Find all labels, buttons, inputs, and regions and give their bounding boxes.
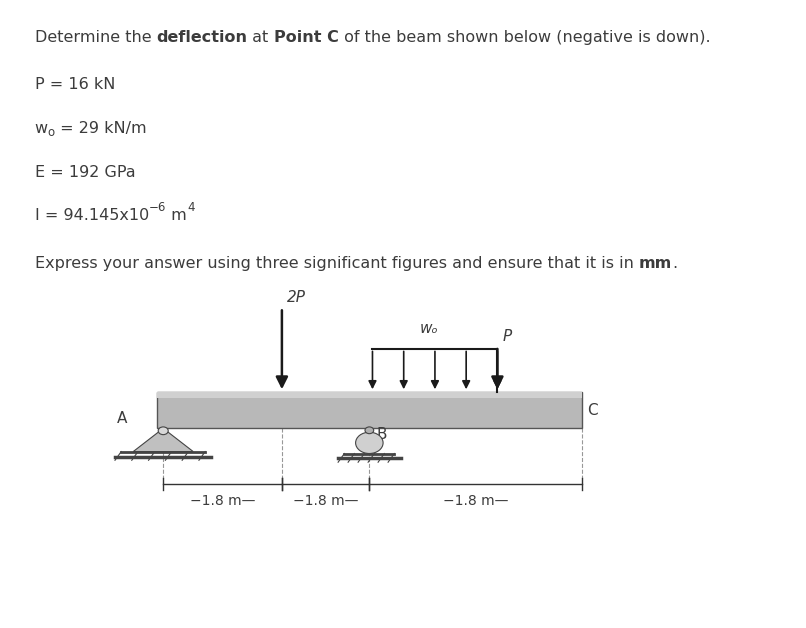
Text: 2P: 2P: [287, 290, 306, 305]
Text: w: w: [35, 121, 48, 136]
Text: P = 16 kN: P = 16 kN: [35, 77, 115, 92]
Circle shape: [355, 432, 383, 453]
Text: o: o: [48, 126, 55, 139]
Text: of the beam shown below (negative is down).: of the beam shown below (negative is dow…: [339, 30, 710, 45]
Text: −6: −6: [149, 201, 166, 214]
Text: −1.8 m—: −1.8 m—: [442, 494, 509, 507]
Text: −1.8 m—: −1.8 m—: [190, 494, 256, 507]
Circle shape: [158, 427, 168, 435]
Text: I = 94.145x10: I = 94.145x10: [35, 208, 149, 224]
Text: mm: mm: [638, 256, 672, 271]
Circle shape: [365, 427, 374, 434]
Text: Point C: Point C: [274, 30, 339, 45]
Text: at: at: [247, 30, 274, 45]
Text: .: .: [672, 256, 677, 271]
Text: B: B: [377, 426, 388, 441]
Text: A: A: [117, 411, 127, 426]
Text: C: C: [587, 403, 597, 418]
Bar: [157, 392, 582, 398]
Text: −1.8 m—: −1.8 m—: [293, 494, 359, 507]
Text: deflection: deflection: [156, 30, 247, 45]
Text: m: m: [166, 208, 187, 224]
Text: Express your answer using three significant figures and ensure that it is in: Express your answer using three signific…: [35, 256, 638, 271]
Text: 4: 4: [187, 201, 194, 214]
Text: P: P: [502, 328, 512, 344]
Text: wₒ: wₒ: [419, 322, 438, 337]
Text: Determine the: Determine the: [35, 30, 156, 45]
Text: = 29 kN/m: = 29 kN/m: [55, 121, 147, 136]
Text: E = 192 GPa: E = 192 GPa: [35, 165, 135, 180]
Bar: [157, 392, 582, 428]
Polygon shape: [133, 428, 193, 452]
